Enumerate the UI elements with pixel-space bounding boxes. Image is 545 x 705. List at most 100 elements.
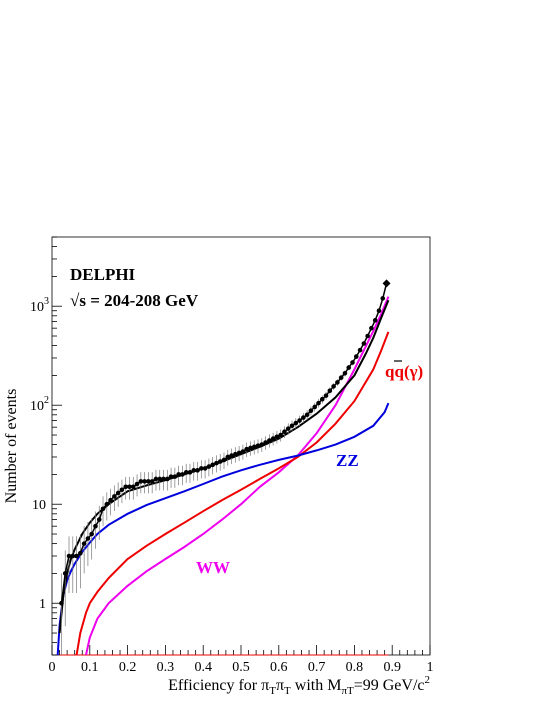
experiment-label: DELPHI xyxy=(70,265,136,284)
x-title-suffix: =99 GeV/c xyxy=(354,677,425,694)
data-point xyxy=(380,296,386,301)
series-line-zz xyxy=(56,402,390,656)
data-point xyxy=(353,354,359,359)
data-point xyxy=(62,571,68,576)
x-tick-label: 1 xyxy=(427,660,434,675)
data-point-last xyxy=(382,279,391,288)
data-point xyxy=(365,333,370,339)
data-point xyxy=(134,481,140,487)
y-tick-label: 1 xyxy=(39,597,46,612)
zz-label: ZZ xyxy=(336,451,359,470)
data-point xyxy=(108,497,113,503)
sqrt-symbol: √ xyxy=(70,291,80,310)
x-axis-ticks: 0 0.1 0.2 0.3 0.4 0.5 0.6 0.7 0.8 0.9 1 xyxy=(49,645,434,675)
data-point xyxy=(161,476,166,482)
data-point xyxy=(251,444,257,450)
data-point xyxy=(93,523,98,529)
data-point xyxy=(214,460,219,466)
x-tick-label: 0.4 xyxy=(194,660,212,675)
data-point xyxy=(180,472,185,477)
qq-qbar: q xyxy=(394,362,404,381)
y-tick-label: 103 xyxy=(30,296,49,315)
data-point xyxy=(100,506,106,512)
y-tick-base: 1 xyxy=(39,597,46,612)
x-title-prefix: Efficiency for xyxy=(168,677,261,694)
data-point xyxy=(270,436,276,441)
data-point xyxy=(278,432,283,438)
data-point xyxy=(233,451,238,457)
data-point xyxy=(357,347,363,353)
data-point xyxy=(81,541,87,546)
y-tick-base: 10 xyxy=(30,399,44,414)
x-title-mid: with M xyxy=(291,677,342,694)
x-tick-label: 0.8 xyxy=(346,660,364,675)
y-tick-exp: 3 xyxy=(44,296,49,307)
data-point xyxy=(66,553,72,559)
data-point xyxy=(327,388,333,394)
data-point xyxy=(78,550,83,556)
data-point xyxy=(316,400,321,406)
data-point xyxy=(361,341,367,346)
data-point xyxy=(289,423,295,429)
data-point xyxy=(376,308,382,314)
data-point xyxy=(312,404,318,410)
data-point xyxy=(372,318,378,323)
series-line-qq xyxy=(75,331,390,656)
y-tick-base: 10 xyxy=(32,498,46,513)
data-point xyxy=(267,438,272,443)
data-point xyxy=(104,501,110,507)
data-point xyxy=(210,462,215,468)
x-tick-label: 0.3 xyxy=(157,660,175,675)
data-point xyxy=(146,479,151,484)
data-point xyxy=(112,494,117,499)
data-point xyxy=(308,408,314,414)
data-point xyxy=(74,553,79,559)
data-point xyxy=(331,384,336,389)
y-tick-label: 102 xyxy=(30,395,49,414)
x-tick-label: 0.1 xyxy=(81,660,99,675)
data-point xyxy=(164,476,170,482)
data-point xyxy=(346,365,352,370)
x-title-sup: 2 xyxy=(425,674,431,686)
x-title-tau-sub: T xyxy=(269,685,276,697)
data-point xyxy=(176,472,181,477)
data-point xyxy=(127,484,132,490)
data-point xyxy=(123,484,129,490)
data-point xyxy=(217,459,223,464)
data-point xyxy=(89,531,94,537)
y-tick-exp: 2 xyxy=(44,395,49,406)
y-tick-base: 10 xyxy=(30,300,44,315)
ww-label: WW xyxy=(196,558,230,577)
data-point xyxy=(225,454,231,460)
data-point xyxy=(297,418,302,423)
data-point xyxy=(338,375,344,380)
data-point xyxy=(157,476,163,482)
data-point xyxy=(319,396,325,402)
x-tick-label: 0.6 xyxy=(270,660,288,675)
data-point xyxy=(304,412,310,418)
data-point xyxy=(59,600,64,606)
data-point xyxy=(149,479,155,484)
x-tick-label: 0.5 xyxy=(232,660,250,675)
data-point xyxy=(350,360,355,365)
qq-gamma-label: qq(γ) xyxy=(385,362,423,381)
data-point xyxy=(240,449,246,454)
data-point xyxy=(119,487,125,493)
x-tick-label: 0.7 xyxy=(308,660,326,675)
data-point xyxy=(221,457,227,463)
x-title-tau-sub-2: T xyxy=(284,685,291,697)
x-title-pi: π xyxy=(261,677,269,694)
data-point xyxy=(248,445,253,451)
data-point xyxy=(195,468,200,473)
data-point xyxy=(293,420,299,426)
data-point xyxy=(153,476,159,482)
data-point xyxy=(282,429,287,435)
x-tick-label: 0.9 xyxy=(383,660,401,675)
data-point xyxy=(335,380,340,385)
x-title-pitau-sub: πT xyxy=(341,685,354,697)
data-point xyxy=(369,325,374,331)
data-point xyxy=(202,466,208,471)
data-point xyxy=(115,490,121,496)
